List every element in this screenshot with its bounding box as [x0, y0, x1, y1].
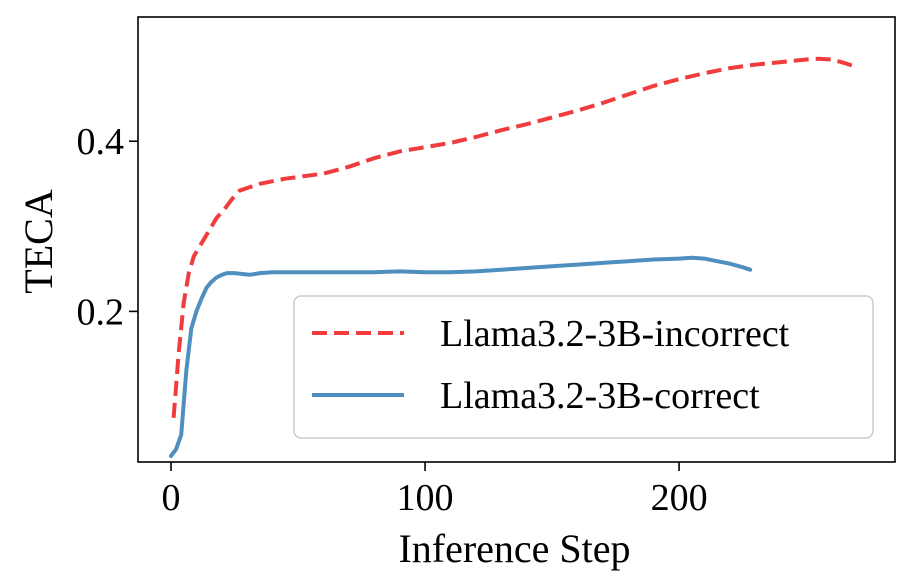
legend-label-0: Llama3.2-3B-incorrect: [440, 313, 790, 355]
y-axis-title: TECA: [16, 189, 61, 294]
legend-box: [293, 295, 874, 439]
y-tick-label: 0.2: [77, 291, 125, 333]
legend-label-1: Llama3.2-3B-correct: [440, 375, 760, 417]
plot-frame: [137, 16, 896, 463]
series-line-0: [171, 56, 858, 418]
y-tick-label: 0.4: [77, 121, 125, 163]
legend: Llama3.2-3B-incorrect Llama3.2-3B-correct: [293, 295, 874, 439]
series-layer: [169, 56, 858, 458]
series-line-1: [169, 255, 753, 458]
axes-layer: 0 100 200 0.2 0.4 Inference Step TECA: [16, 16, 896, 571]
x-axis-title: Inference Step: [398, 526, 630, 571]
x-tick-label: 100: [397, 477, 454, 519]
x-tick-label: 200: [651, 477, 708, 519]
x-tick-label: 0: [162, 477, 181, 519]
